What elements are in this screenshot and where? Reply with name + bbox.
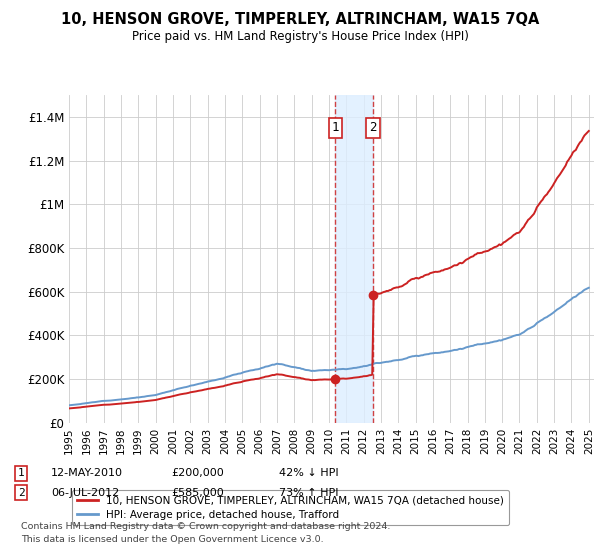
Text: £585,000: £585,000	[171, 488, 224, 498]
Text: 73% ↑ HPI: 73% ↑ HPI	[279, 488, 338, 498]
Text: Contains HM Land Registry data © Crown copyright and database right 2024.
This d: Contains HM Land Registry data © Crown c…	[21, 522, 391, 544]
Text: £200,000: £200,000	[171, 468, 224, 478]
Text: 1: 1	[332, 122, 339, 134]
Text: Price paid vs. HM Land Registry's House Price Index (HPI): Price paid vs. HM Land Registry's House …	[131, 30, 469, 43]
Text: 2: 2	[369, 122, 377, 134]
Bar	[335, 95, 373, 423]
Text: 10, HENSON GROVE, TIMPERLEY, ALTRINCHAM, WA15 7QA: 10, HENSON GROVE, TIMPERLEY, ALTRINCHAM,…	[61, 12, 539, 27]
Text: 12-MAY-2010: 12-MAY-2010	[51, 468, 123, 478]
Text: 1: 1	[17, 468, 25, 478]
Text: 2: 2	[17, 488, 25, 498]
Text: 06-JUL-2012: 06-JUL-2012	[51, 488, 119, 498]
Legend: 10, HENSON GROVE, TIMPERLEY, ALTRINCHAM, WA15 7QA (detached house), HPI: Average: 10, HENSON GROVE, TIMPERLEY, ALTRINCHAM,…	[71, 490, 509, 525]
Text: 42% ↓ HPI: 42% ↓ HPI	[279, 468, 338, 478]
